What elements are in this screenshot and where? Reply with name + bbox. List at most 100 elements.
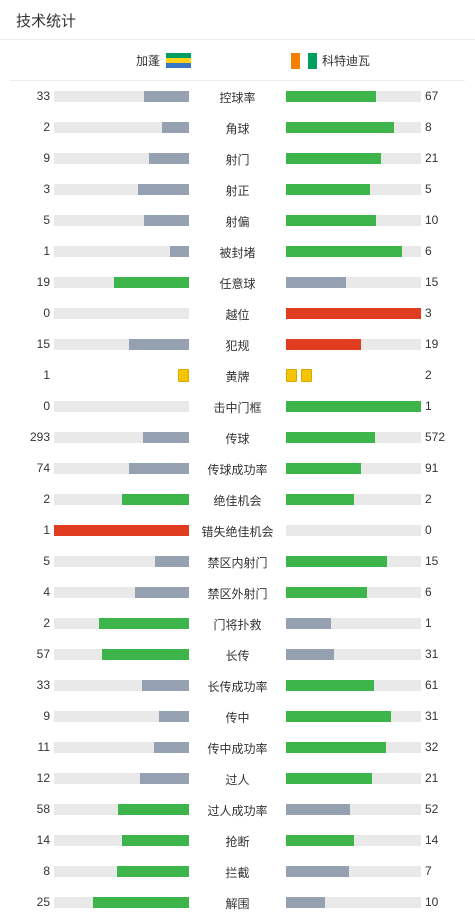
stat-label: 绝佳机会 bbox=[213, 494, 262, 508]
stat-row: 3 射正 5 bbox=[0, 174, 475, 205]
away-bar-fill bbox=[286, 122, 394, 133]
home-bar-track bbox=[54, 308, 189, 319]
away-bar-fill bbox=[286, 432, 376, 443]
stat-label: 击中门框 bbox=[213, 401, 262, 415]
away-value: 6 bbox=[425, 244, 432, 258]
home-bar-track bbox=[54, 618, 189, 629]
home-bar-fill bbox=[158, 711, 189, 722]
home-value: 15 bbox=[36, 337, 50, 351]
home-value: 2 bbox=[43, 492, 50, 506]
stat-row: 19 任意球 15 bbox=[0, 267, 475, 298]
away-value: 14 bbox=[425, 833, 439, 847]
home-bar-fill bbox=[138, 184, 189, 195]
stat-label: 解围 bbox=[225, 897, 250, 911]
stat-label: 传球成功率 bbox=[207, 463, 268, 477]
stat-row: 0 越位 3 bbox=[0, 298, 475, 329]
home-value: 5 bbox=[43, 554, 50, 568]
stat-label: 传中成功率 bbox=[207, 742, 268, 756]
teams-row: 加蓬 科特迪瓦 bbox=[10, 40, 465, 81]
stat-label: 射门 bbox=[225, 153, 250, 167]
away-bar-track bbox=[286, 587, 421, 598]
home-bar-fill bbox=[155, 556, 189, 567]
away-value: 3 bbox=[425, 306, 432, 320]
home-bar-fill bbox=[141, 680, 189, 691]
stat-label: 黄牌 bbox=[225, 370, 250, 384]
home-team[interactable]: 加蓬 bbox=[136, 52, 191, 69]
stat-row: 14 抢断 14 bbox=[0, 825, 475, 856]
stat-row: 11 传中成功率 32 bbox=[0, 732, 475, 763]
stat-label: 越位 bbox=[225, 308, 250, 322]
home-bar-track bbox=[54, 711, 189, 722]
home-value: 4 bbox=[43, 585, 50, 599]
away-bar-fill bbox=[286, 835, 354, 846]
stat-label: 禁区外射门 bbox=[207, 587, 268, 601]
stats-header: 技术统计 bbox=[0, 0, 475, 40]
away-bar-track bbox=[286, 432, 421, 443]
home-team-name: 加蓬 bbox=[135, 54, 160, 68]
yellow-card-icon bbox=[178, 369, 189, 382]
stat-label: 过人 bbox=[225, 773, 250, 787]
away-bar-track bbox=[286, 339, 421, 350]
stat-label: 抢断 bbox=[225, 835, 250, 849]
stat-row: 2 门将扑救 1 bbox=[0, 608, 475, 639]
away-bar-fill bbox=[286, 587, 367, 598]
stat-row: 2 绝佳机会 2 bbox=[0, 484, 475, 515]
away-bar-fill bbox=[286, 866, 350, 877]
away-value: 31 bbox=[425, 647, 439, 661]
gabon-flag-icon bbox=[166, 52, 191, 69]
away-team[interactable]: 科特迪瓦 bbox=[291, 52, 370, 69]
away-bar-fill bbox=[286, 773, 372, 784]
stat-row: 1 黄牌 2 bbox=[0, 360, 475, 391]
away-bar-fill bbox=[286, 494, 354, 505]
home-value: 2 bbox=[43, 120, 50, 134]
home-bar-track bbox=[54, 246, 189, 257]
home-bar-track bbox=[54, 866, 189, 877]
home-bar-fill bbox=[143, 432, 189, 443]
home-bar-track bbox=[54, 804, 189, 815]
stat-label: 过人成功率 bbox=[207, 804, 268, 818]
home-value: 1 bbox=[43, 244, 50, 258]
stat-row: 33 控球率 67 bbox=[0, 81, 475, 112]
home-bar-track bbox=[54, 339, 189, 350]
stat-row: 0 击中门框 1 bbox=[0, 391, 475, 422]
stat-row: 293 传球 572 bbox=[0, 422, 475, 453]
away-value: 0 bbox=[425, 523, 432, 537]
home-value: 0 bbox=[43, 306, 50, 320]
home-bar-track bbox=[54, 525, 189, 536]
home-bar-track bbox=[54, 463, 189, 474]
away-bar-fill bbox=[286, 277, 346, 288]
away-bar-track bbox=[286, 556, 421, 567]
away-value: 6 bbox=[425, 585, 432, 599]
away-bar-fill bbox=[286, 401, 421, 412]
away-value: 8 bbox=[425, 120, 432, 134]
home-bar-fill bbox=[128, 463, 189, 474]
home-value: 9 bbox=[43, 151, 50, 165]
stat-label: 角球 bbox=[225, 122, 250, 136]
away-bar-fill bbox=[286, 680, 374, 691]
home-value: 57 bbox=[36, 647, 50, 661]
away-bar-fill bbox=[286, 618, 331, 629]
away-bar-fill bbox=[286, 184, 371, 195]
stat-row: 5 禁区内射门 15 bbox=[0, 546, 475, 577]
away-bar-fill bbox=[286, 804, 350, 815]
away-value: 31 bbox=[425, 709, 439, 723]
stat-label: 长传 bbox=[225, 649, 250, 663]
away-value: 61 bbox=[425, 678, 439, 692]
stat-label: 长传成功率 bbox=[207, 680, 268, 694]
stat-label: 错失绝佳机会 bbox=[201, 525, 274, 539]
away-bar-fill bbox=[286, 556, 388, 567]
away-bar-track bbox=[286, 494, 421, 505]
away-value: 91 bbox=[425, 461, 439, 475]
away-bar-fill bbox=[286, 711, 391, 722]
away-bar-fill bbox=[286, 246, 402, 257]
home-bar-fill bbox=[121, 835, 189, 846]
away-value: 21 bbox=[425, 151, 439, 165]
home-bar-track bbox=[54, 556, 189, 567]
home-bar-track bbox=[54, 153, 189, 164]
home-bar-fill bbox=[117, 866, 189, 877]
stat-label: 传球 bbox=[225, 432, 250, 446]
home-value: 1 bbox=[43, 523, 50, 537]
home-bar-track bbox=[54, 742, 189, 753]
home-value: 8 bbox=[43, 864, 50, 878]
away-value: 2 bbox=[425, 368, 432, 382]
